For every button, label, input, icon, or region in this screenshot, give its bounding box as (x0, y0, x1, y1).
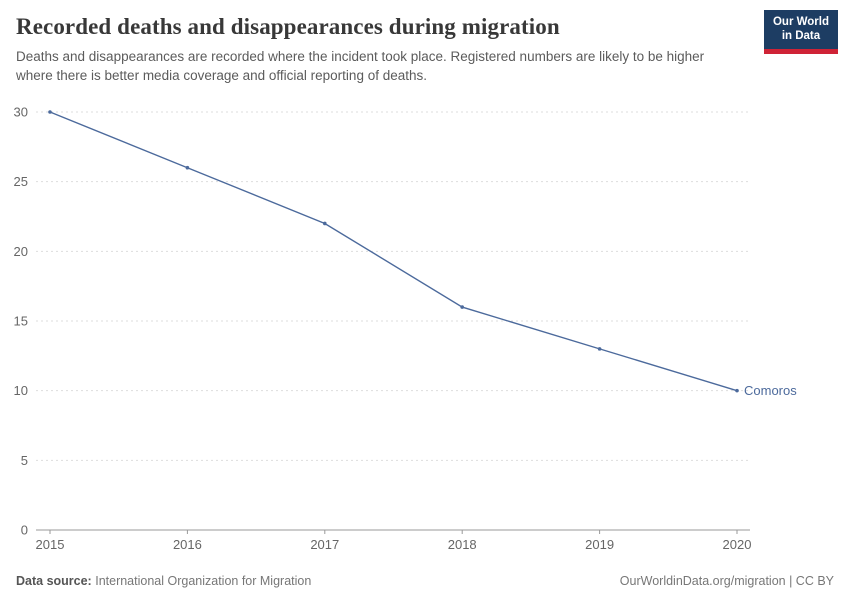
page-title: Recorded deaths and disappearances durin… (16, 14, 560, 39)
x-axis-label: 2015 (36, 537, 65, 552)
data-point (48, 110, 52, 114)
y-axis-label: 0 (21, 523, 28, 538)
chart-footer: Data source: International Organization … (16, 574, 834, 588)
y-axis-label: 15 (14, 314, 28, 329)
data-point (185, 165, 190, 170)
y-axis-label: 5 (21, 453, 28, 468)
y-axis-label: 30 (14, 105, 28, 120)
chart-header: Recorded deaths and disappearances durin… (0, 0, 850, 86)
x-axis-label: 2017 (310, 537, 339, 552)
chart-subtitle: Deaths and disappearances are recorded w… (16, 49, 705, 83)
owid-logo-line1: Our World (772, 16, 829, 28)
line-chart: 0 5 10 15 20 25 30 2015 2016 2017 2018 2019 2020 Como… (14, 105, 798, 553)
data-point (735, 388, 739, 393)
x-axis-label: 2020 (723, 537, 752, 552)
x-axis-label: 2016 (173, 537, 202, 552)
owid-logo[interactable]: Our World in Data (763, 10, 838, 54)
x-axis-label: 2019 (585, 537, 614, 552)
data-line (49, 111, 738, 392)
x-axis-label: 2018 (448, 537, 477, 552)
owid-url-link[interactable]: OurWorldinData.org/migration | CC BY (619, 574, 834, 588)
data-point (460, 305, 465, 309)
data-source-label: Data source: (16, 574, 92, 588)
chart-area: 0 5 10 15 20 25 30 2015 2016 2017 2018 2019 2020 Como… (0, 92, 850, 567)
data-source-value: International Organization for Migration (95, 574, 312, 588)
series-label[interactable]: Comoros (744, 383, 797, 398)
y-axis-label: 10 (14, 383, 28, 398)
data-point (323, 221, 327, 226)
data-point (597, 347, 602, 351)
y-axis-label: 20 (14, 244, 28, 259)
y-axis-label: 25 (14, 174, 28, 189)
data-source: Data source: International Organization … (16, 574, 311, 588)
owid-logo-line2: in Data (781, 30, 821, 43)
